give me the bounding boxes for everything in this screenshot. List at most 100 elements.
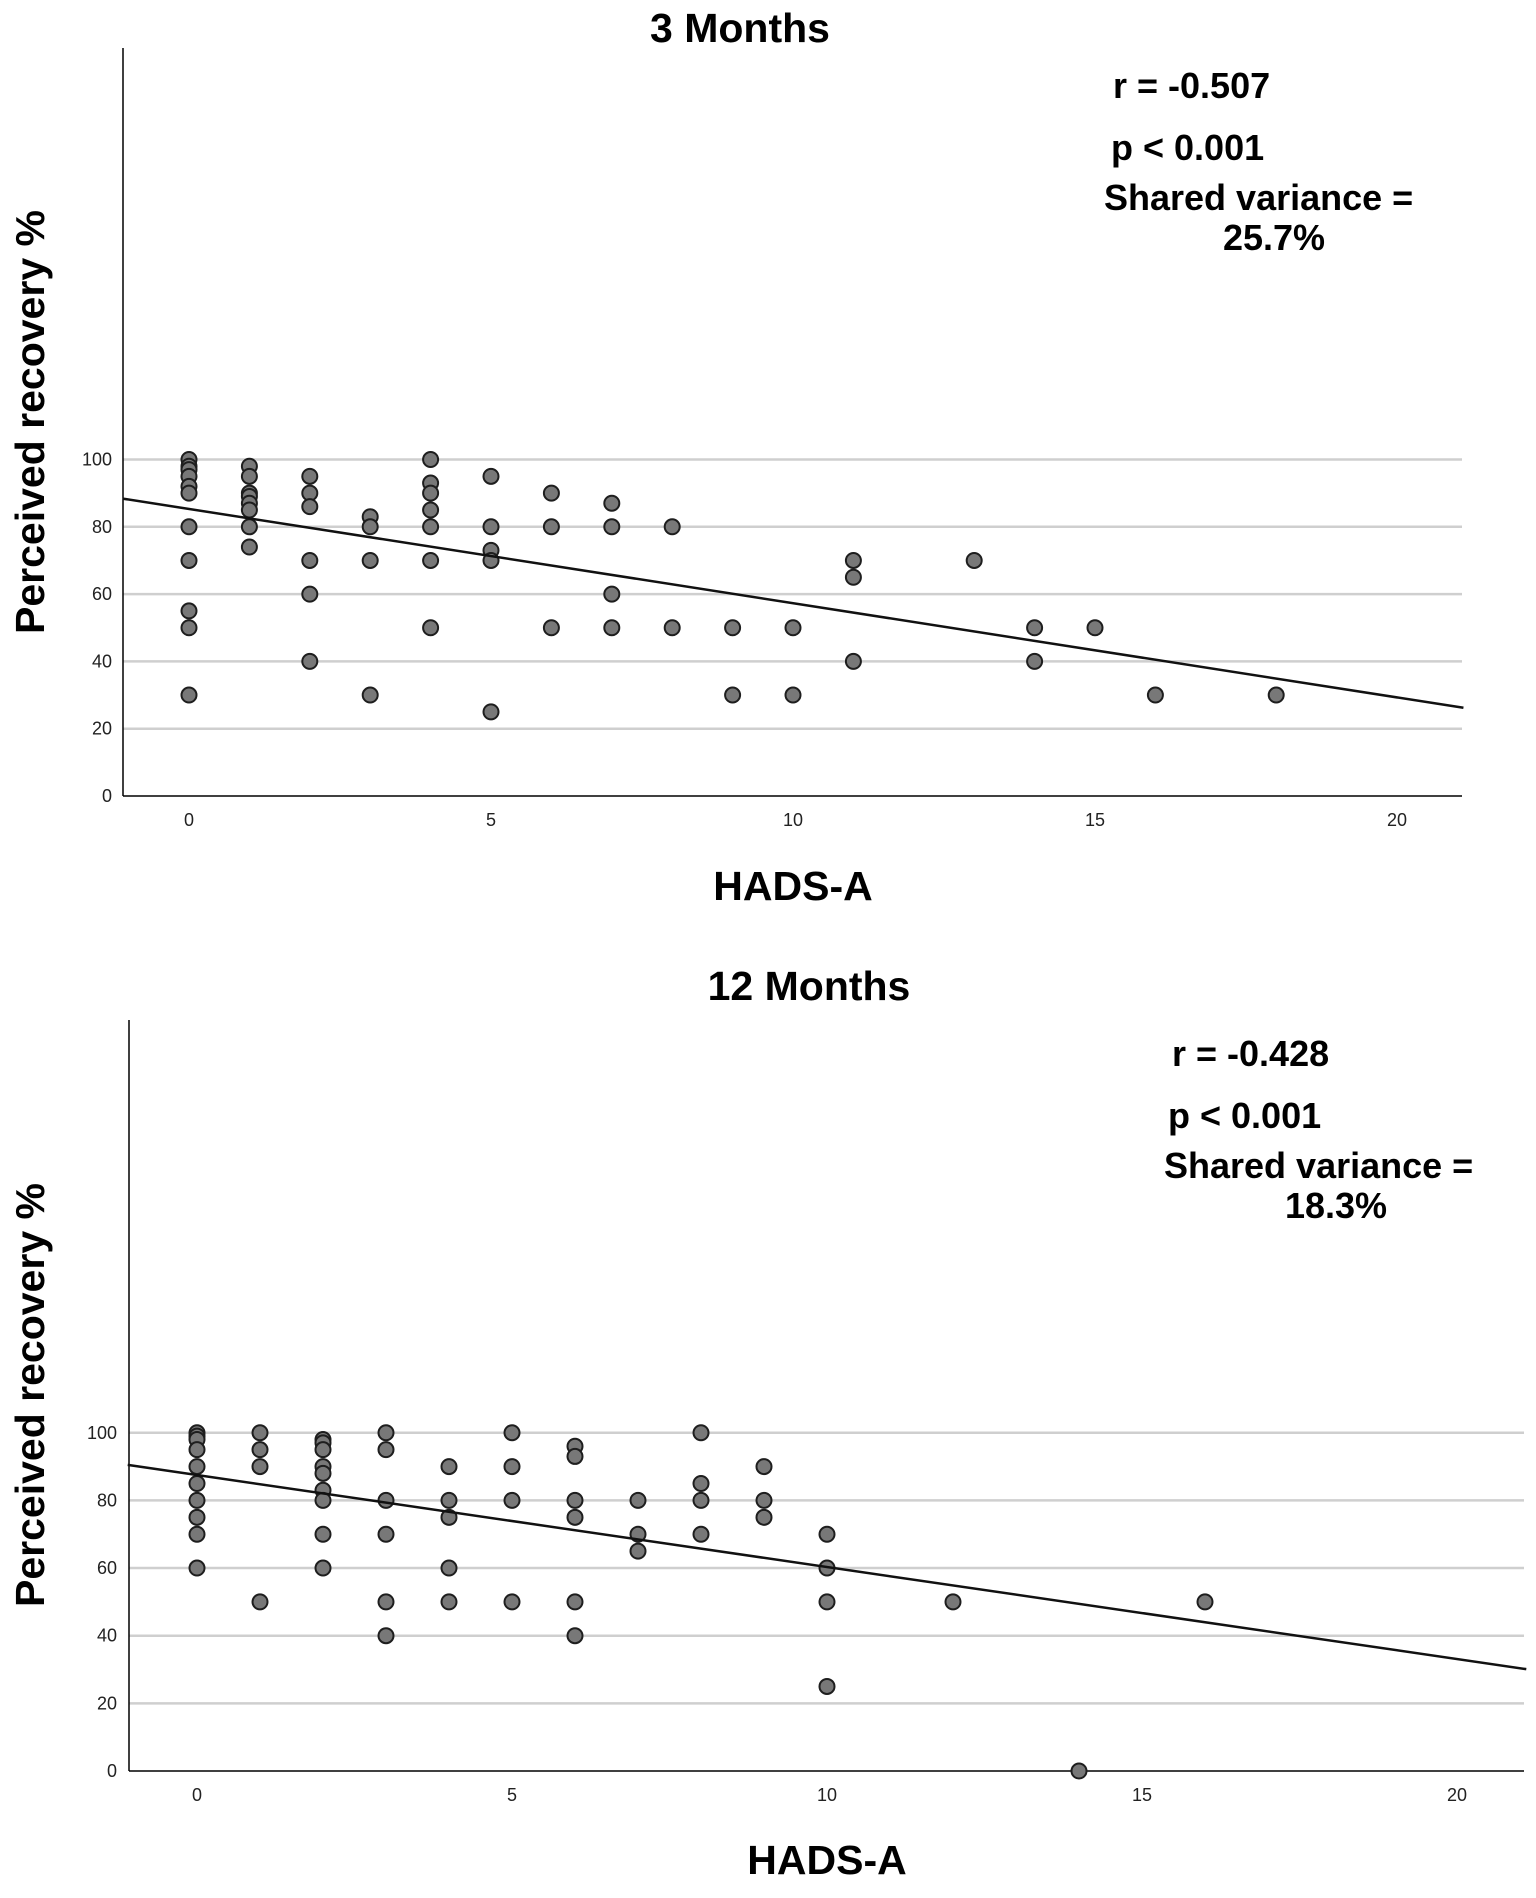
data-point <box>440 1559 458 1577</box>
data-point <box>422 484 440 502</box>
x-tick-label: 20 <box>1387 810 1407 830</box>
data-point <box>818 1525 836 1543</box>
regression-line <box>127 1463 1527 1671</box>
data-point <box>422 551 440 569</box>
data-point <box>301 551 319 569</box>
data-point <box>542 619 560 637</box>
x-tick-label: 5 <box>507 1785 517 1805</box>
data-point <box>566 1447 584 1465</box>
data-point <box>314 1559 332 1577</box>
x-tick-label: 20 <box>1447 1785 1467 1805</box>
data-point <box>503 1458 521 1476</box>
data-point <box>503 1593 521 1611</box>
x-tick-label: 0 <box>192 1785 202 1805</box>
data-point <box>1026 652 1044 670</box>
data-point <box>314 1464 332 1482</box>
x-tick-label: 0 <box>184 810 194 830</box>
chart-3-months: 3 Months 0 20 40 60 80 100 0 5 10 15 20 HADS-A Pe… <box>7 5 1464 909</box>
data-point <box>692 1474 710 1492</box>
x-tick-label: 10 <box>817 1785 837 1805</box>
data-point <box>503 1491 521 1509</box>
data-point <box>784 619 802 637</box>
data-point <box>440 1458 458 1476</box>
data-points <box>188 1424 1214 1780</box>
gridlines <box>129 1431 1524 1705</box>
data-point <box>629 1542 647 1560</box>
data-point <box>361 551 379 569</box>
y-axis-title: Perceived recovery % <box>7 210 53 634</box>
data-point <box>566 1627 584 1645</box>
data-point <box>240 518 258 536</box>
stat-shared-variance-value: 18.3% <box>1285 1185 1387 1226</box>
data-point <box>361 518 379 536</box>
data-point <box>180 619 198 637</box>
data-point <box>784 686 802 704</box>
y-tick-label: 40 <box>92 651 112 671</box>
data-point <box>844 568 862 586</box>
y-tick-label: 40 <box>97 1626 117 1646</box>
data-point <box>944 1593 962 1611</box>
data-point <box>240 538 258 556</box>
data-point <box>377 1491 395 1509</box>
data-point <box>755 1491 773 1509</box>
data-point <box>301 498 319 516</box>
data-point <box>566 1508 584 1526</box>
data-point <box>180 551 198 569</box>
data-point <box>251 1424 269 1442</box>
data-point <box>377 1424 395 1442</box>
data-point <box>603 619 621 637</box>
data-point <box>180 484 198 502</box>
x-tick-label: 15 <box>1132 1785 1152 1805</box>
stat-shared-variance-value: 25.7% <box>1223 217 1325 258</box>
data-point <box>301 652 319 670</box>
data-point <box>603 585 621 603</box>
data-point <box>377 1441 395 1459</box>
y-tick-label: 100 <box>87 1423 117 1443</box>
data-point <box>314 1525 332 1543</box>
y-axis-title: Perceived recovery % <box>7 1183 53 1607</box>
data-point <box>603 494 621 512</box>
y-tick-label: 60 <box>97 1558 117 1578</box>
y-tick-label: 0 <box>102 786 112 806</box>
data-point <box>663 518 681 536</box>
x-tick-label: 10 <box>783 810 803 830</box>
data-point <box>692 1424 710 1442</box>
data-point <box>422 518 440 536</box>
data-points <box>180 451 1285 721</box>
data-point <box>818 1677 836 1695</box>
chart-title: 3 Months <box>650 5 830 51</box>
data-point <box>377 1525 395 1543</box>
regression-line <box>122 497 1464 710</box>
data-point <box>188 1559 206 1577</box>
data-point <box>301 467 319 485</box>
data-point <box>503 1424 521 1442</box>
data-point <box>1086 619 1104 637</box>
data-point <box>440 1593 458 1611</box>
data-point <box>482 518 500 536</box>
x-tick-label: 15 <box>1085 810 1105 830</box>
data-point <box>629 1491 647 1509</box>
data-point <box>188 1491 206 1509</box>
chart-title: 12 Months <box>708 963 911 1009</box>
data-point <box>965 551 983 569</box>
y-tick-label: 100 <box>82 450 112 470</box>
data-point <box>180 518 198 536</box>
x-tick-labels: 0 5 10 15 20 <box>184 810 1407 830</box>
x-axis-title: HADS-A <box>747 1837 906 1883</box>
data-point <box>1070 1762 1088 1780</box>
y-tick-labels: 0 20 40 60 80 100 <box>82 450 112 807</box>
data-point <box>180 602 198 620</box>
x-tick-label: 5 <box>486 810 496 830</box>
y-tick-label: 80 <box>97 1490 117 1510</box>
data-point <box>692 1525 710 1543</box>
stat-shared-variance-label: Shared variance = <box>1104 177 1413 218</box>
data-point <box>818 1593 836 1611</box>
stat-r: r = -0.507 <box>1113 65 1270 106</box>
data-point <box>188 1458 206 1476</box>
y-tick-label: 20 <box>92 719 112 739</box>
y-tick-label: 20 <box>97 1693 117 1713</box>
data-point <box>188 1525 206 1543</box>
data-point <box>692 1491 710 1509</box>
data-point <box>1267 686 1285 704</box>
